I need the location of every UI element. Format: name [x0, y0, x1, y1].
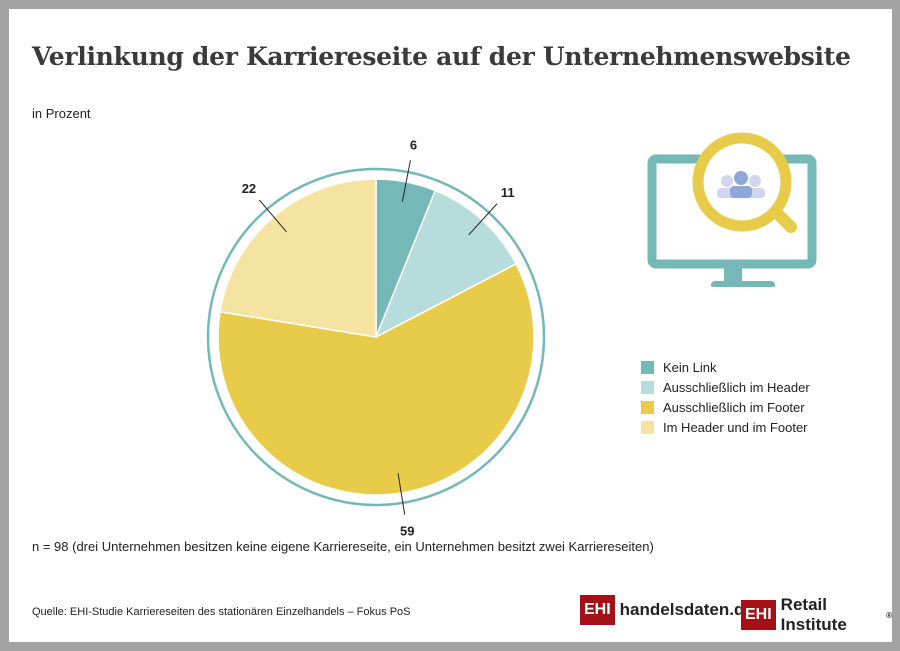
- legend-label: Ausschließlich im Header: [663, 379, 810, 395]
- legend-item: Ausschließlich im Header: [641, 377, 810, 397]
- logo-text: handelsdaten.de: [619, 600, 754, 619]
- logo-text: Retail Institute: [780, 595, 847, 634]
- chart-title: Verlinkung der Karriereseite auf der Unt…: [32, 42, 851, 71]
- leader-line: [397, 473, 406, 515]
- monitor-search-icon: [647, 132, 817, 287]
- leader-line: [468, 203, 498, 236]
- pie-slice: [219, 178, 377, 338]
- ehi-retail-institute-logo[interactable]: EHI Retail Institute ®: [741, 595, 892, 635]
- leader-line: [401, 160, 411, 202]
- chart-card: Verlinkung der Karriereseite auf der Unt…: [9, 9, 892, 642]
- ehi-logo-mark: EHI: [741, 600, 776, 630]
- handelsdaten-logo[interactable]: EHI handelsdaten.de: [580, 595, 754, 625]
- ehi-logo-mark: EHI: [580, 595, 615, 625]
- leader-line: [258, 199, 287, 233]
- legend-label: Im Header und im Footer: [663, 419, 808, 435]
- legend: Kein Link Ausschließlich im Header Aussc…: [641, 357, 810, 437]
- sample-note: n = 98 (drei Unternehmen besitzen keine …: [32, 539, 654, 554]
- legend-item: Ausschließlich im Footer: [641, 397, 810, 417]
- pie-chart: 6 11 59 22: [206, 138, 546, 538]
- legend-item: Im Header und im Footer: [641, 417, 810, 437]
- data-label: 59: [400, 523, 414, 538]
- source-note: Quelle: EHI-Studie Karriereseiten des st…: [32, 606, 411, 618]
- pie-outer-ring: [206, 167, 546, 507]
- legend-item: Kein Link: [641, 357, 810, 377]
- data-label: 22: [242, 181, 256, 196]
- data-label: 6: [410, 138, 417, 153]
- data-label: 11: [501, 185, 515, 200]
- legend-label: Kein Link: [663, 359, 717, 375]
- registered-mark: ®: [886, 610, 892, 620]
- chart-subtitle: in Prozent: [32, 106, 91, 121]
- legend-label: Ausschließlich im Footer: [663, 399, 805, 415]
